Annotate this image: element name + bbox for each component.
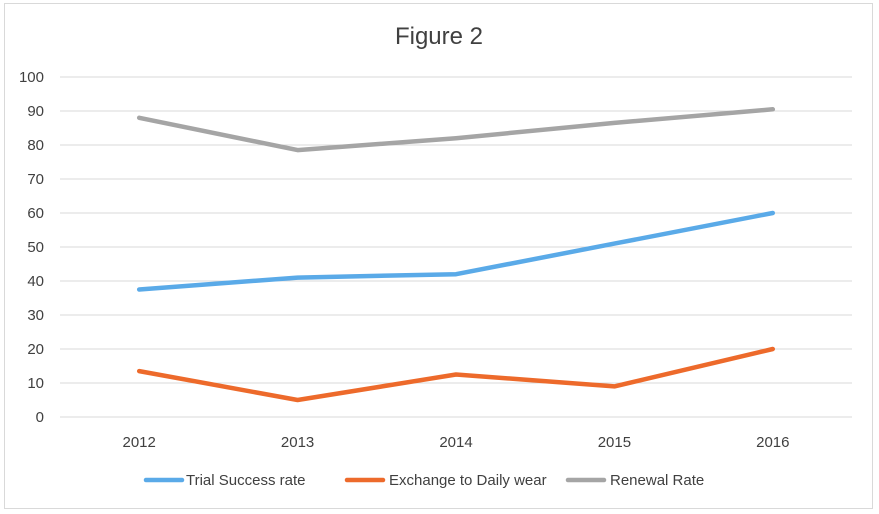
series-line-1 (136, 210, 776, 292)
y-tick-label: 70 (27, 171, 44, 188)
legend-item: Trial Success rate (143, 472, 305, 489)
legend: Trial Success rate Exchange to Daily wear… (143, 472, 704, 489)
y-tick-label: 80 (27, 137, 44, 154)
y-tick-label: 90 (27, 103, 44, 120)
x-axis-tick-labels: 2012 2013 2014 2015 2016 (123, 434, 790, 451)
y-tick-label: 10 (27, 375, 44, 392)
legend-item: Exchange to Daily wear (344, 472, 547, 489)
y-tick-label: 100 (19, 69, 44, 86)
x-tick-label: 2013 (281, 434, 314, 451)
x-tick-label: 2014 (439, 434, 472, 451)
y-tick-label: 0 (36, 409, 44, 426)
series-line-3 (136, 107, 776, 153)
chart-title: Figure 2 (395, 23, 483, 50)
x-tick-label: 2015 (598, 434, 631, 451)
x-tick-label: 2016 (756, 434, 789, 451)
y-axis-tick-labels: 0 10 20 30 40 50 60 70 80 90 100 (19, 69, 44, 426)
y-tick-label: 60 (27, 205, 44, 222)
chart-frame (4, 3, 873, 509)
y-tick-label: 30 (27, 307, 44, 324)
y-tick-label: 40 (27, 273, 44, 290)
y-tick-label: 20 (27, 341, 44, 358)
legend-item: Renewal Rate (565, 472, 704, 489)
y-tick-label: 50 (27, 239, 44, 256)
legend-label: Trial Success rate (186, 472, 305, 489)
legend-label: Exchange to Daily wear (389, 472, 547, 489)
series-lines (136, 107, 776, 403)
legend-label: Renewal Rate (610, 472, 704, 489)
x-tick-label: 2012 (123, 434, 156, 451)
